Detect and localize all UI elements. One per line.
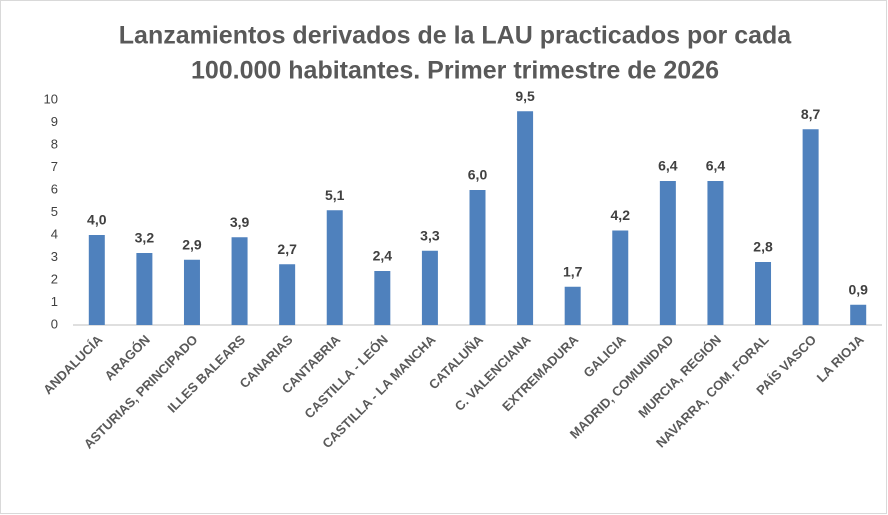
value-label: 6,4 <box>658 158 678 174</box>
bar <box>564 286 581 325</box>
y-tick-label: 6 <box>51 181 58 196</box>
bar <box>326 210 343 325</box>
bar <box>136 253 153 325</box>
bar <box>183 259 200 325</box>
bar <box>374 271 391 325</box>
bar <box>88 235 105 325</box>
bar <box>850 304 867 325</box>
value-label: 2,7 <box>277 241 297 257</box>
value-label: 2,4 <box>373 248 393 264</box>
value-label: 3,2 <box>135 230 155 246</box>
value-label: 1,7 <box>563 263 583 279</box>
value-label: 4,0 <box>87 212 107 228</box>
bar <box>421 250 438 325</box>
value-label: 3,3 <box>420 227 440 243</box>
bar <box>659 181 676 325</box>
y-tick-label: 4 <box>51 226 58 241</box>
value-label: 6,0 <box>468 167 488 183</box>
chart-title: Lanzamientos derivados de la LAU practic… <box>119 22 793 50</box>
y-tick-label: 7 <box>51 159 58 174</box>
bar <box>231 237 248 325</box>
y-tick-label: 9 <box>51 114 58 129</box>
bar <box>755 262 772 325</box>
bar <box>279 264 296 325</box>
bar <box>707 181 724 325</box>
bar <box>469 190 486 325</box>
value-label: 5,1 <box>325 187 345 203</box>
bar <box>612 230 629 325</box>
bar <box>517 111 534 325</box>
y-tick-label: 10 <box>44 91 58 106</box>
value-label: 0,9 <box>848 281 868 297</box>
y-tick-label: 8 <box>51 136 58 151</box>
value-label: 4,2 <box>611 207 631 223</box>
bar <box>802 129 819 325</box>
value-label: 2,9 <box>182 236 202 252</box>
y-tick-label: 5 <box>51 204 58 219</box>
y-tick-label: 3 <box>51 249 58 264</box>
y-tick-label: 1 <box>51 294 58 309</box>
value-label: 9,5 <box>515 88 535 104</box>
value-label: 3,9 <box>230 214 250 230</box>
y-tick-label: 2 <box>51 271 58 286</box>
chart-title: 100.000 habitantes. Primer trimestre de … <box>191 57 719 85</box>
y-tick-label: 0 <box>51 316 58 331</box>
value-label: 2,8 <box>753 239 773 255</box>
value-label: 8,7 <box>801 106 821 122</box>
value-label: 6,4 <box>706 158 726 174</box>
